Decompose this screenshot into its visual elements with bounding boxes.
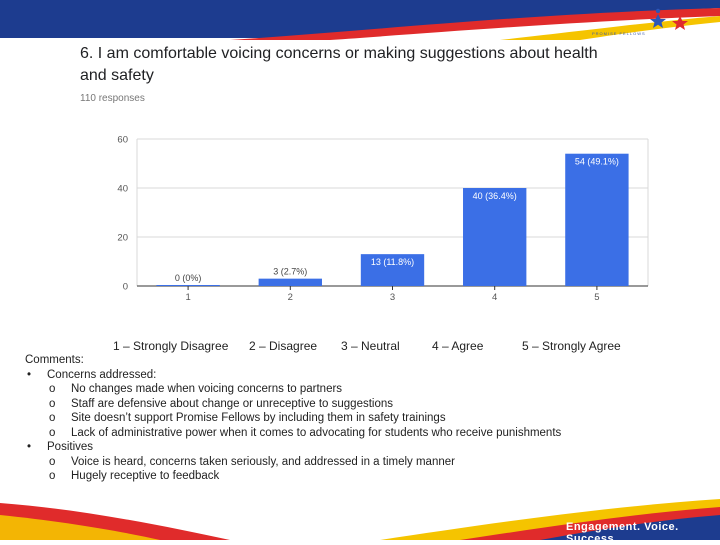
list-item: o No changes made when voicing concerns t…: [25, 382, 695, 397]
list-item: o Voice is heard, concerns taken seriousl…: [25, 455, 695, 470]
response-count: 110 responses: [80, 93, 145, 104]
list-item: o Staff are defensive about change or unr…: [25, 397, 695, 412]
list-marker: o: [49, 470, 56, 482]
x-tick-label: 4: [492, 292, 497, 303]
scale-label-5: 5 – Strongly Agree: [522, 339, 621, 353]
bar-chart: 0 20 40 60 1 0 (0%) 2 3 (2.7%) 3 13 (11.8%) 4 40 (3…: [117, 135, 649, 303]
concern-item: Lack of administrative power when it com…: [71, 426, 562, 439]
data-label: 40 (36.4%): [473, 191, 517, 201]
scale-label-1: 1 – Strongly Disagree: [113, 339, 229, 353]
list-item: o Lack of administrative power when it co…: [25, 426, 695, 441]
bar: [156, 285, 220, 286]
positive-item: Hugely receptive to feedback: [71, 470, 220, 482]
bottom-decorative-band: [0, 499, 720, 540]
bar: [360, 254, 425, 286]
list-marker: o: [49, 383, 56, 395]
y-tick-label: 60: [117, 135, 128, 146]
top-decorative-band: [0, 0, 720, 40]
x-tick-label: 2: [288, 292, 293, 303]
data-label: 0 (0%): [175, 273, 202, 283]
positive-item: Voice is heard, concerns taken seriously…: [71, 455, 455, 468]
concern-item: No changes made when voicing concerns to…: [71, 383, 343, 395]
x-tick-label: 5: [594, 292, 599, 303]
concern-item: Site doesn’t support Promise Fellows by …: [71, 412, 446, 424]
bar: [463, 188, 527, 286]
section-concerns-title: Concerns addressed:: [25, 368, 695, 383]
list-marker: o: [49, 455, 56, 468]
list-item: o Site doesn’t support Promise Fellows by…: [25, 411, 695, 426]
scale-label-2: 2 – Disagree: [249, 339, 318, 353]
footer-tagline: Engagement. Voice. Success.: [566, 521, 679, 545]
question-title: 6. I am comfortable voicing concerns or …: [80, 45, 598, 84]
scale-label-4: 4 – Agree: [432, 339, 484, 353]
bar: [565, 153, 629, 286]
y-tick-label: 20: [117, 233, 128, 244]
logo-subtext: PROMISE FELLOWS: [592, 31, 646, 36]
x-tick-label: 3: [390, 292, 395, 303]
list-item: o Hugely receptive to feedback: [25, 469, 695, 484]
list-marker: o: [49, 397, 56, 410]
y-tick-label: 40: [117, 184, 128, 195]
bar: [258, 278, 322, 286]
data-label: 54 (49.1%): [575, 157, 619, 167]
people-stars-logo-icon: [650, 8, 688, 30]
x-tick-label: 1: [185, 292, 190, 303]
data-label: 3 (2.7%): [273, 267, 307, 277]
concern-item: Staff are defensive about change or unre…: [71, 397, 394, 410]
data-label: 13 (11.8%): [371, 257, 414, 267]
comments-section: Comments: Concerns addressed: o No change…: [25, 353, 695, 484]
section-positives-title: Positives: [25, 440, 695, 455]
list-marker: o: [49, 412, 56, 424]
comments-list: Concerns addressed: o No changes made whe…: [25, 368, 695, 484]
y-tick-label: 0: [123, 282, 128, 293]
scale-label-3: 3 – Neutral: [341, 339, 400, 353]
list-marker: o: [49, 426, 56, 439]
comments-heading: Comments:: [25, 354, 84, 366]
